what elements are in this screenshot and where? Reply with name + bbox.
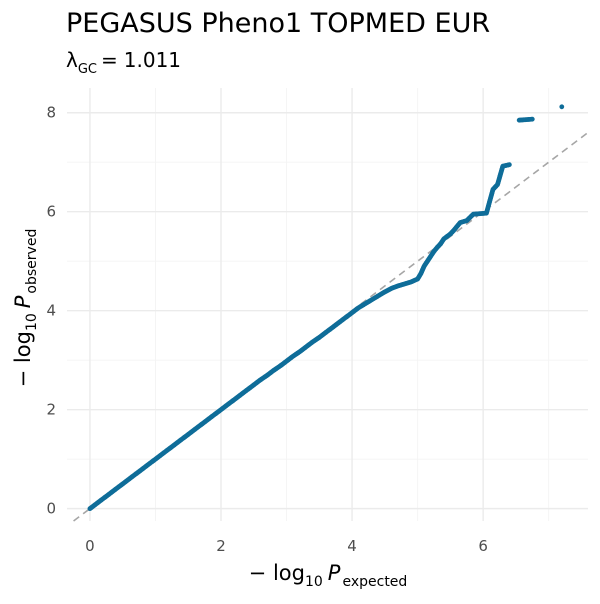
- lambda-symbol: λ: [66, 48, 78, 72]
- y-axis-subscript: observed: [24, 229, 40, 294]
- x-axis-base: 10: [305, 574, 323, 590]
- tick-labels: 0 2 4 6 0 2 4 6 8: [46, 104, 487, 555]
- y-tick-label: 8: [46, 104, 56, 122]
- x-axis-variable: P: [328, 561, 341, 585]
- y-axis-prefix: − log: [11, 331, 35, 387]
- chart-subtitle: λGC = 1.011: [66, 48, 181, 77]
- y-tick-label: 6: [46, 203, 56, 221]
- gridlines: [67, 88, 588, 521]
- y-tick-label: 2: [46, 401, 56, 419]
- lambda-equals: =: [101, 48, 118, 72]
- x-tick-label: 0: [85, 537, 95, 555]
- x-tick-label: 6: [478, 537, 488, 555]
- x-axis-subscript: expected: [342, 574, 407, 590]
- data-points: [87, 104, 565, 512]
- lambda-subscript: GC: [78, 62, 97, 77]
- y-axis-variable: P: [11, 295, 35, 308]
- y-axis-base: 10: [24, 313, 40, 331]
- qq-point: [559, 104, 565, 110]
- x-axis-prefix: − log: [249, 561, 305, 585]
- y-tick-label: 0: [46, 500, 56, 518]
- chart-title: PEGASUS Pheno1 TOPMED EUR: [66, 8, 490, 39]
- x-tick-label: 2: [216, 537, 226, 555]
- x-tick-label: 4: [347, 537, 357, 555]
- qq-point: [506, 162, 512, 168]
- qq-point: [529, 116, 535, 122]
- y-tick-label: 4: [46, 302, 56, 320]
- y-axis-title: − log10 Pobserved: [11, 229, 40, 388]
- lambda-value: 1.011: [124, 48, 181, 72]
